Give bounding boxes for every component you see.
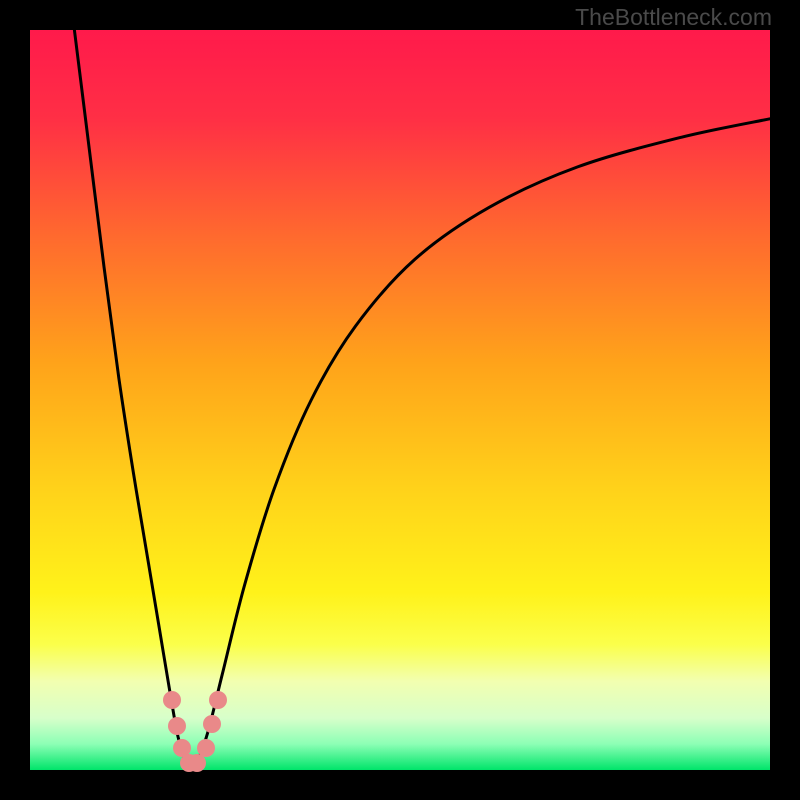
bead-marker [209, 691, 227, 709]
bead-layer [30, 30, 770, 770]
bead-marker [163, 691, 181, 709]
chart-canvas: TheBottleneck.com [0, 0, 800, 800]
watermark-text: TheBottleneck.com [575, 4, 772, 31]
bead-marker [168, 717, 186, 735]
plot-area [30, 30, 770, 770]
bead-marker [197, 739, 215, 757]
bead-marker [203, 715, 221, 733]
